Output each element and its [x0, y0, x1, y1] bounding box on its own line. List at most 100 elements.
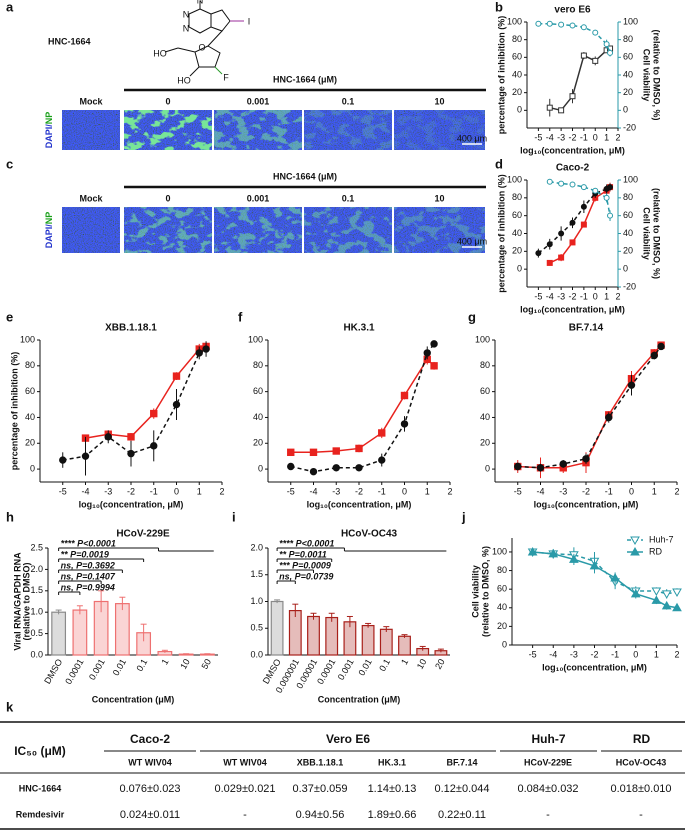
y-tick-label: 100: [20, 334, 35, 344]
table-cell: 1.89±0.66: [368, 809, 417, 821]
column-label: 0.001: [247, 193, 270, 203]
fit-line: [517, 346, 662, 469]
x-tick-label: 1: [604, 291, 609, 301]
table-column: WT WIV04: [223, 757, 267, 767]
data-point: [535, 250, 542, 257]
y2-tick-label: 20: [623, 87, 633, 97]
stain-np: NP: [44, 212, 54, 225]
x-tick-label: -3: [557, 132, 565, 142]
x-tick-label: 0.1: [377, 657, 392, 673]
bar: [72, 609, 88, 656]
y2-tick-label: -20: [623, 122, 636, 132]
y2-tick-label: 100: [623, 16, 638, 26]
fit-line: [517, 344, 662, 469]
x-tick-label: 2: [615, 291, 620, 301]
legend-label: RD: [649, 546, 662, 556]
x-tick-label: -5: [514, 486, 522, 496]
data-point: [558, 180, 565, 187]
y2-tick-label: 40: [623, 228, 633, 238]
table-cell: -: [639, 809, 643, 821]
data-point: [202, 345, 210, 353]
data-point: [569, 219, 576, 226]
data-point: [603, 194, 610, 201]
panel-label: h: [6, 509, 14, 524]
y-tick-label: 0: [485, 463, 490, 473]
panel-label: c: [6, 156, 13, 171]
table-column: BF.7.14: [446, 757, 477, 767]
x-tick-label: -3: [570, 649, 578, 659]
x-tick-label: 20: [433, 657, 447, 671]
y-axis-label: percentage of inhibition (%): [496, 174, 506, 293]
x-tick-label: 0: [629, 486, 634, 496]
column-label: 10: [434, 193, 444, 203]
x-tick-label: -2: [582, 486, 590, 496]
table-cell: 0.076±0.023: [119, 783, 180, 795]
scale-text: 400 μm: [457, 133, 487, 143]
x-tick-label: 0.01: [356, 657, 373, 677]
significance-label: ** P=0.0019: [61, 549, 109, 559]
data-point: [195, 349, 203, 357]
data-point: [104, 433, 112, 441]
x-tick-label: -5: [534, 291, 542, 301]
x-tick-label: 0.001: [336, 657, 356, 682]
y-tick-label: 2.5: [30, 542, 43, 552]
x-tick-label: 2: [615, 132, 620, 142]
data-point: [607, 212, 614, 219]
np-signal: [124, 110, 212, 150]
table-group: RD: [633, 732, 651, 746]
y-tick-label: 100: [248, 334, 263, 344]
bar: [270, 600, 284, 656]
legend-marker: [630, 536, 640, 546]
panel-label: g: [468, 309, 476, 324]
y-tick-label: 20: [25, 438, 35, 448]
column-label: Mock: [79, 193, 103, 203]
y-tick-label: 20: [512, 246, 522, 256]
y-tick-label: 80: [25, 360, 35, 370]
stain-np: NP: [44, 112, 54, 125]
y-axis-label: (relative to DMSO, %): [480, 546, 490, 637]
x-tick-label: 0.0001: [63, 657, 85, 686]
x-tick-label: 1: [197, 486, 202, 496]
bar: [325, 616, 339, 656]
x-tick-label: -5: [534, 132, 542, 142]
y-tick-label: 40: [25, 412, 35, 422]
table-column: HK.3.1: [378, 757, 406, 767]
column-header: HNC-1664 (μM): [273, 74, 337, 84]
np-signal: [304, 110, 392, 150]
scale-text: 400 μm: [457, 236, 487, 246]
chart-title: XBB.1.18.1: [105, 323, 157, 334]
y-tick-label: 1.0: [30, 607, 43, 617]
y2-tick-label: 0: [623, 105, 628, 115]
chart-title: HCoV-OC43: [341, 529, 398, 540]
y-axis-label: Viral RNA/GAPDH RNA: [12, 552, 22, 651]
data-point: [400, 391, 409, 400]
data-point: [59, 456, 67, 464]
data-point: [558, 254, 565, 261]
significance-label: ns, P=0.9994: [61, 582, 115, 592]
x-tick-label: 0.0001: [315, 657, 337, 686]
x-tick-label: -4: [81, 486, 89, 496]
chart-title: HK.3.1: [343, 323, 375, 334]
data-point: [81, 452, 90, 460]
x-tick-label: -1: [378, 486, 386, 496]
data-point: [592, 57, 599, 64]
atom-label: F: [223, 72, 229, 82]
x-axis-label: log₁₀(concentration, μM): [79, 499, 184, 509]
table-cell: 0.084±0.032: [517, 783, 578, 795]
atom-label: HO: [153, 48, 167, 58]
y-tick-label: 60: [253, 386, 263, 396]
data-point: [580, 221, 587, 228]
micrograph: [62, 110, 120, 150]
data-point: [400, 420, 409, 428]
y-tick-label: 20: [253, 438, 263, 448]
y2-tick-label: 100: [623, 174, 638, 184]
x-tick-label: 50: [199, 657, 213, 671]
data-point: [569, 239, 576, 246]
data-point: [527, 546, 538, 556]
y2-tick-label: 60: [623, 52, 633, 62]
data-point: [592, 187, 599, 194]
x-tick-label: -2: [568, 291, 576, 301]
column-label: 0: [165, 96, 170, 106]
data-point: [630, 588, 641, 598]
y-tick-label: 20: [480, 438, 490, 448]
